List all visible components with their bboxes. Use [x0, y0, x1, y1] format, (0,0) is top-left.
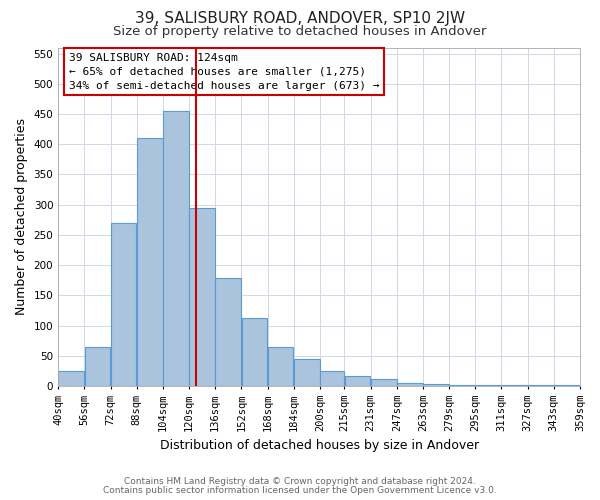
- Bar: [344, 376, 370, 386]
- Bar: [502, 385, 527, 386]
- Bar: [268, 346, 293, 386]
- Bar: [215, 278, 241, 386]
- Y-axis label: Number of detached properties: Number of detached properties: [15, 118, 28, 316]
- Bar: [320, 371, 344, 386]
- Text: Size of property relative to detached houses in Andover: Size of property relative to detached ho…: [113, 25, 487, 38]
- Bar: [242, 318, 268, 386]
- Bar: [528, 385, 554, 386]
- Text: Contains public sector information licensed under the Open Government Licence v3: Contains public sector information licen…: [103, 486, 497, 495]
- X-axis label: Distribution of detached houses by size in Andover: Distribution of detached houses by size …: [160, 440, 479, 452]
- Bar: [554, 385, 580, 386]
- Bar: [111, 223, 136, 386]
- Bar: [163, 111, 189, 386]
- Bar: [85, 346, 110, 386]
- Text: Contains HM Land Registry data © Crown copyright and database right 2024.: Contains HM Land Registry data © Crown c…: [124, 477, 476, 486]
- Bar: [137, 138, 163, 386]
- Bar: [476, 385, 501, 386]
- Text: 39 SALISBURY ROAD: 124sqm
← 65% of detached houses are smaller (1,275)
34% of se: 39 SALISBURY ROAD: 124sqm ← 65% of detac…: [68, 52, 379, 90]
- Bar: [294, 359, 320, 386]
- Bar: [371, 379, 397, 386]
- Bar: [58, 371, 84, 386]
- Text: 39, SALISBURY ROAD, ANDOVER, SP10 2JW: 39, SALISBURY ROAD, ANDOVER, SP10 2JW: [135, 12, 465, 26]
- Bar: [397, 383, 423, 386]
- Bar: [423, 384, 449, 386]
- Bar: [449, 385, 475, 386]
- Bar: [189, 208, 215, 386]
